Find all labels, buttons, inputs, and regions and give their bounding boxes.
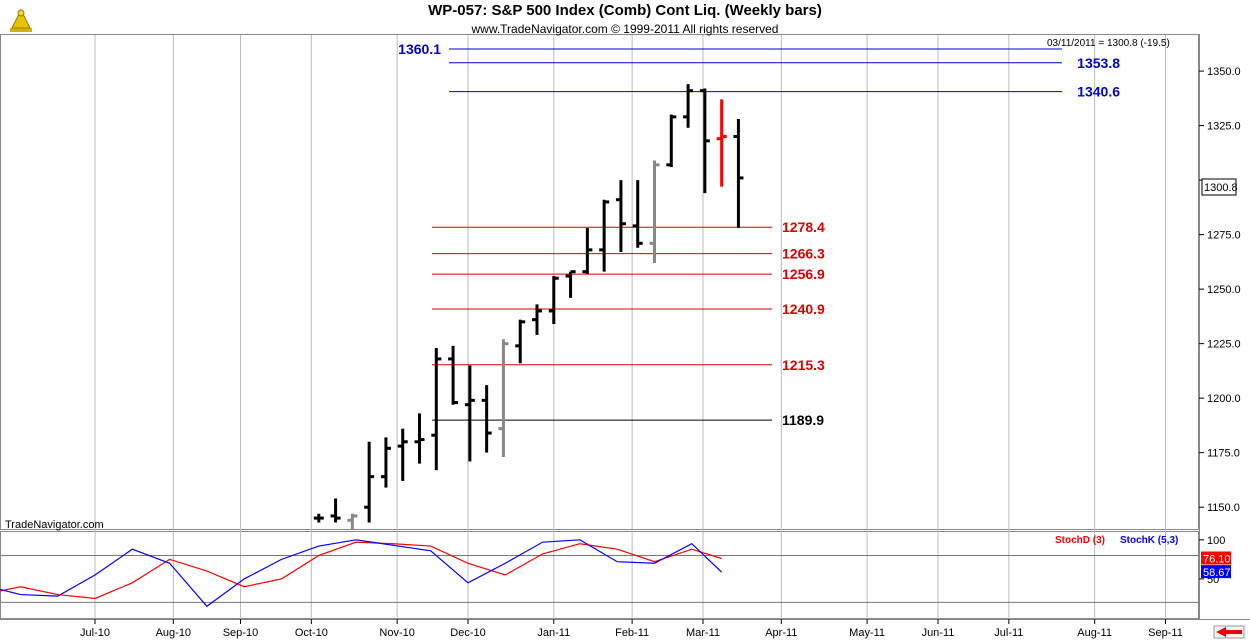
ohlc-bar [683, 84, 694, 128]
level-label: 1266.3 [782, 246, 825, 262]
level-label: 1353.8 [1077, 55, 1120, 71]
price-tick-label: 1325.0 [1207, 121, 1241, 133]
month-label: Dec-10 [450, 627, 485, 639]
month-label: Mar-11 [686, 627, 720, 639]
month-label: May-11 [849, 627, 885, 639]
ohlc-bar [464, 365, 475, 462]
month-label: Aug-10 [156, 627, 191, 639]
ohlc-bar [330, 498, 341, 523]
ohlc-bar [649, 160, 660, 263]
month-label: Jul-10 [80, 627, 110, 639]
ohlc-bar [448, 345, 459, 405]
price-panel-frame [0, 34, 1199, 530]
stoch-line [0, 541, 722, 600]
price-tick-label: 1200.0 [1207, 393, 1241, 405]
stoch-tick-label: 100 [1207, 535, 1225, 547]
price-bars [313, 84, 744, 529]
chart-title: WP-057: S&P 500 Index (Comb) Cont Liq. (… [428, 2, 822, 19]
price-ticks: 1150.0 1175.0 1200.0 1225.0 1250.0 1275.0 1325… [1199, 66, 1241, 514]
ohlc-bar [532, 304, 543, 335]
ohlc-bar [699, 88, 710, 194]
price-tick-label: 1150.0 [1207, 502, 1240, 514]
chart-subtitle: www.TradeNavigator.com © 1999-2011 All r… [471, 22, 779, 36]
month-gridlines [94, 35, 1167, 619]
trading-logo-icon [10, 8, 32, 32]
ohlc-bar [565, 270, 576, 298]
ohlc-bar [364, 441, 375, 523]
scroll-left-arrow-icon[interactable] [1213, 625, 1245, 639]
last-info: 03/11/2011 = 1300.8 (-19.5) [1047, 38, 1170, 49]
stoch-last-box [1201, 565, 1231, 579]
month-label: Nov-10 [379, 627, 414, 639]
stoch-line [0, 539, 723, 608]
ohlc-bar [632, 180, 643, 248]
ohlc-bar [431, 348, 442, 471]
ohlc-bar [582, 228, 593, 274]
ohlc-bar [313, 513, 324, 523]
month-label: Aug-11 [1077, 627, 1112, 639]
stoch-legend: StochD (3) [1055, 535, 1105, 546]
price-levels: 1360.1 1353.8 1340.6 1278.4 1266.3 1256.9 1240… [398, 41, 1120, 428]
price-tick-label: 1250.0 [1207, 284, 1241, 296]
month-labels: Jul-10 Aug-10 Sep-10 Oct-10 Nov-10 Dec-10 Jan-… [80, 619, 1183, 639]
month-label: Sep-11 [1148, 627, 1183, 639]
ohlc-bar [733, 119, 744, 229]
ohlc-bar [615, 180, 626, 253]
price-tick-label: 1225.0 [1207, 339, 1241, 351]
ohlc-bar [481, 385, 492, 453]
stoch-legend: StochK (5,3) [1120, 535, 1178, 546]
price-tick-label: 1350.0 [1207, 66, 1241, 78]
month-label: Feb-11 [615, 627, 649, 639]
level-label: 1360.1 [398, 41, 441, 57]
month-label: Jun-11 [922, 627, 955, 639]
level-label: 1240.9 [782, 301, 825, 317]
level-label: 1278.4 [782, 219, 825, 235]
last-value-label: 1300.8 [1204, 182, 1238, 194]
stoch-last-value: 76.10 [1203, 554, 1231, 566]
month-label: Oct-10 [295, 627, 328, 639]
level-label: 1256.9 [782, 266, 825, 282]
ohlc-bar [515, 319, 526, 364]
ohlc-bar [347, 513, 358, 529]
ohlc-bar [414, 413, 425, 464]
ohlc-bar [716, 99, 727, 187]
ohlc-bar [397, 428, 408, 482]
month-label: Jul-11 [994, 627, 1023, 639]
price-tick-label: 1275.0 [1207, 230, 1241, 242]
watermark: TradeNavigator.com [5, 519, 104, 531]
level-label: 1215.3 [782, 357, 825, 373]
level-label: 1189.9 [782, 412, 824, 428]
ohlc-bar [666, 114, 677, 168]
last-value-box [1201, 178, 1237, 196]
ohlc-bar [498, 339, 509, 458]
month-label: Apr-11 [765, 627, 797, 639]
stoch-last-value: 58.67 [1203, 567, 1231, 579]
ohlc-bar [548, 276, 559, 325]
indicator-panel-frame [0, 531, 1199, 619]
month-label: Sep-10 [223, 627, 258, 639]
month-label: Jan-11 [537, 627, 570, 639]
stoch-last-box [1201, 551, 1231, 565]
ohlc-bar [599, 199, 610, 272]
ohlc-bar [380, 437, 391, 488]
level-label: 1340.6 [1077, 84, 1120, 100]
price-tick-label: 1175.0 [1207, 448, 1240, 460]
